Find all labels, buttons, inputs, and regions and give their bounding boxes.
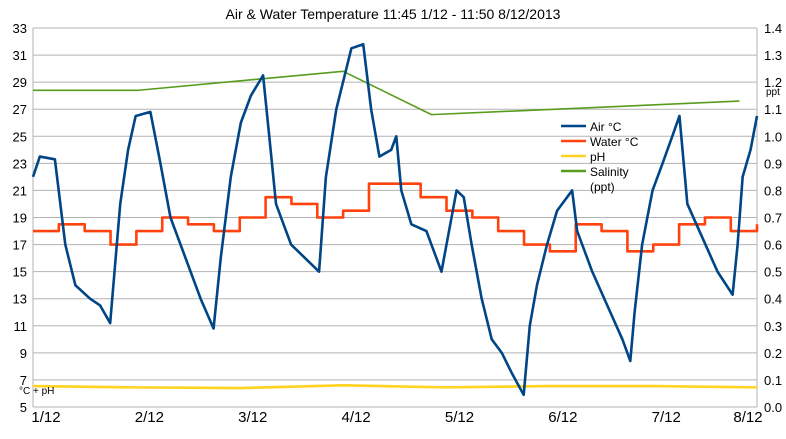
y2-tick-label: 0.1: [764, 373, 782, 388]
y2-tick-label: 0.2: [764, 346, 782, 361]
series-line-salinity-ppt: [33, 70, 740, 116]
x-tick-label: 5/12: [445, 409, 474, 426]
legend-label: (ppt): [590, 180, 615, 194]
x-tick-label: 1/12: [31, 409, 60, 426]
y-tick-label: 33: [13, 21, 27, 36]
y2-tick-label: 1.2: [764, 75, 782, 90]
y2-tick-label: 0.9: [764, 156, 782, 171]
legend-label: Water °C: [590, 135, 639, 149]
chart-title: Air & Water Temperature 11:45 1/12 - 11:…: [226, 6, 561, 22]
y2-tick-label: 0.8: [764, 183, 782, 198]
y-tick-label: 15: [13, 265, 27, 280]
y-axis-right: 0.0 0.1 0.2 0.3 0.4 0.5 0.6 0.7 0.8 0.9 1.0 1.1 1.2 1…: [764, 21, 782, 415]
y2-tick-label: 0.4: [764, 292, 782, 307]
x-tick-label: 7/12: [652, 409, 681, 426]
y-tick-label: 5: [20, 400, 27, 415]
x-tick-label: 8/12: [733, 409, 762, 426]
y-tick-label: 27: [13, 102, 27, 117]
y-tick-label: 31: [13, 48, 27, 63]
y2-tick-label: 1.4: [764, 21, 782, 36]
legend-label: Salinity: [590, 165, 629, 179]
y-tick-label: 23: [13, 156, 27, 171]
y-tick-label: 7: [20, 373, 27, 388]
legend-label: Air °C: [590, 120, 622, 134]
y2-tick-label: 0.0: [764, 400, 782, 415]
y-axis-label: °C + pH: [19, 386, 54, 397]
y-tick-label: 17: [13, 238, 27, 253]
x-tick-label: 3/12: [238, 409, 267, 426]
y2-tick-label: 0.6: [764, 238, 782, 253]
gridlines: [32, 27, 758, 408]
x-axis: 1/12 2/12 3/12 4/12 5/12 6/12 7/12 8/12: [31, 409, 762, 426]
series-line-water-c: [33, 182, 759, 253]
y-tick-label: 25: [13, 129, 27, 144]
series-lines: [31, 42, 759, 397]
legend-label: pH: [590, 150, 605, 164]
y-tick-label: 9: [20, 346, 27, 361]
y2-tick-label: 0.7: [764, 211, 782, 226]
y-tick-label: 11: [14, 319, 28, 334]
y-tick-label: 19: [13, 211, 27, 226]
series-line-ph: [32, 384, 758, 390]
y2-tick-label: 1.1: [764, 102, 782, 117]
x-tick-label: 6/12: [548, 409, 577, 426]
y2-axis-label: ppt: [766, 87, 780, 98]
x-tick-label: 4/12: [342, 409, 371, 426]
y-tick-label: 29: [13, 75, 27, 90]
x-tick-label: 2/12: [135, 409, 164, 426]
y2-tick-label: 1.0: [764, 129, 782, 144]
y-axis-left: 5 7 9 11 13 15 17 19 21 23 25 27 29 31 33: [13, 21, 27, 415]
series-line-air-c: [31, 42, 759, 397]
y2-tick-label: 1.3: [764, 48, 782, 63]
y2-tick-label: 0.5: [764, 265, 782, 280]
y-tick-label: 13: [13, 292, 27, 307]
y-tick-label: 21: [13, 183, 27, 198]
y2-tick-label: 0.3: [764, 319, 782, 334]
